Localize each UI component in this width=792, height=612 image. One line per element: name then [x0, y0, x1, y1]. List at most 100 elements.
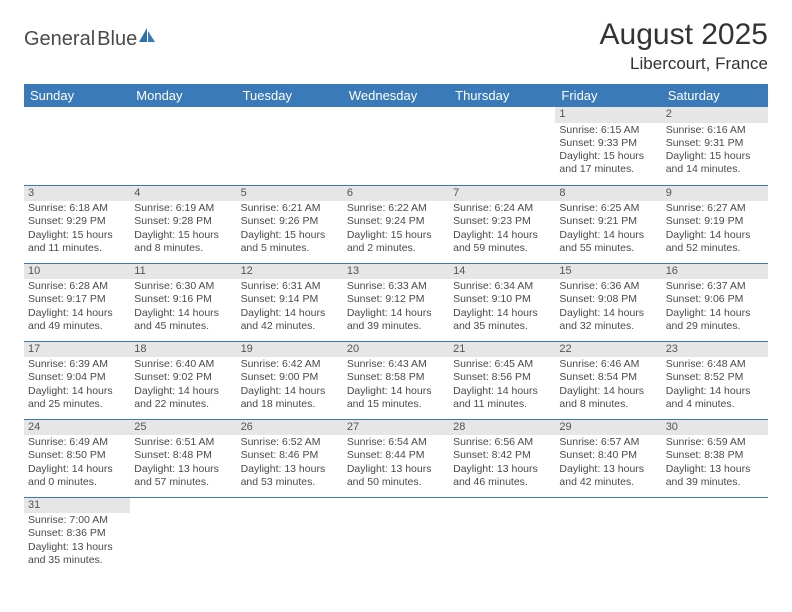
day-details: Sunrise: 7:00 AMSunset: 8:36 PMDaylight:… — [24, 514, 130, 569]
sunset-text: Sunset: 8:48 PM — [134, 449, 232, 462]
calendar-day-cell: 29Sunrise: 6:57 AMSunset: 8:40 PMDayligh… — [555, 419, 661, 497]
sunset-text: Sunset: 9:28 PM — [134, 215, 232, 228]
sunset-text: Sunset: 9:31 PM — [666, 137, 764, 150]
sunset-text: Sunset: 9:06 PM — [666, 293, 764, 306]
calendar-day-cell — [343, 107, 449, 185]
weekday-header: Tuesday — [237, 84, 343, 107]
day-details: Sunrise: 6:52 AMSunset: 8:46 PMDaylight:… — [237, 436, 343, 491]
daylight-text: Daylight: 14 hours and 52 minutes. — [666, 229, 764, 255]
sunset-text: Sunset: 9:14 PM — [241, 293, 339, 306]
daylight-text: Daylight: 15 hours and 8 minutes. — [134, 229, 232, 255]
daylight-text: Daylight: 14 hours and 29 minutes. — [666, 307, 764, 333]
sunset-text: Sunset: 9:08 PM — [559, 293, 657, 306]
daylight-text: Daylight: 14 hours and 55 minutes. — [559, 229, 657, 255]
day-details: Sunrise: 6:57 AMSunset: 8:40 PMDaylight:… — [555, 436, 661, 491]
day-number: 8 — [555, 186, 661, 202]
brand-logo: GeneralBlue — [24, 18, 157, 51]
day-details: Sunrise: 6:34 AMSunset: 9:10 PMDaylight:… — [449, 280, 555, 335]
calendar-day-cell — [343, 497, 449, 575]
daylight-text: Daylight: 14 hours and 15 minutes. — [347, 385, 445, 411]
daylight-text: Daylight: 15 hours and 2 minutes. — [347, 229, 445, 255]
calendar-day-cell: 28Sunrise: 6:56 AMSunset: 8:42 PMDayligh… — [449, 419, 555, 497]
daylight-text: Daylight: 13 hours and 46 minutes. — [453, 463, 551, 489]
calendar-day-cell — [662, 497, 768, 575]
sunset-text: Sunset: 9:12 PM — [347, 293, 445, 306]
daylight-text: Daylight: 14 hours and 35 minutes. — [453, 307, 551, 333]
sunset-text: Sunset: 8:36 PM — [28, 527, 126, 540]
calendar-week-row: 24Sunrise: 6:49 AMSunset: 8:50 PMDayligh… — [24, 419, 768, 497]
calendar-week-row: 3Sunrise: 6:18 AMSunset: 9:29 PMDaylight… — [24, 185, 768, 263]
calendar-day-cell: 19Sunrise: 6:42 AMSunset: 9:00 PMDayligh… — [237, 341, 343, 419]
sunrise-text: Sunrise: 6:21 AM — [241, 202, 339, 215]
day-details: Sunrise: 6:30 AMSunset: 9:16 PMDaylight:… — [130, 280, 236, 335]
sunset-text: Sunset: 9:10 PM — [453, 293, 551, 306]
weekday-header: Saturday — [662, 84, 768, 107]
day-details: Sunrise: 6:16 AMSunset: 9:31 PMDaylight:… — [662, 124, 768, 179]
calendar-day-cell: 2Sunrise: 6:16 AMSunset: 9:31 PMDaylight… — [662, 107, 768, 185]
sunrise-text: Sunrise: 6:31 AM — [241, 280, 339, 293]
calendar-day-cell: 22Sunrise: 6:46 AMSunset: 8:54 PMDayligh… — [555, 341, 661, 419]
sunset-text: Sunset: 8:50 PM — [28, 449, 126, 462]
calendar-day-cell: 5Sunrise: 6:21 AMSunset: 9:26 PMDaylight… — [237, 185, 343, 263]
calendar-week-row: 10Sunrise: 6:28 AMSunset: 9:17 PMDayligh… — [24, 263, 768, 341]
calendar-day-cell: 26Sunrise: 6:52 AMSunset: 8:46 PMDayligh… — [237, 419, 343, 497]
sunrise-text: Sunrise: 6:54 AM — [347, 436, 445, 449]
calendar-day-cell: 4Sunrise: 6:19 AMSunset: 9:28 PMDaylight… — [130, 185, 236, 263]
day-number: 13 — [343, 264, 449, 280]
daylight-text: Daylight: 15 hours and 17 minutes. — [559, 150, 657, 176]
day-number: 21 — [449, 342, 555, 358]
day-details: Sunrise: 6:21 AMSunset: 9:26 PMDaylight:… — [237, 202, 343, 257]
month-title: August 2025 — [600, 18, 768, 52]
daylight-text: Daylight: 13 hours and 50 minutes. — [347, 463, 445, 489]
calendar-day-cell: 30Sunrise: 6:59 AMSunset: 8:38 PMDayligh… — [662, 419, 768, 497]
sunrise-text: Sunrise: 6:33 AM — [347, 280, 445, 293]
day-number: 6 — [343, 186, 449, 202]
sunset-text: Sunset: 9:19 PM — [666, 215, 764, 228]
calendar-day-cell: 15Sunrise: 6:36 AMSunset: 9:08 PMDayligh… — [555, 263, 661, 341]
sunrise-text: Sunrise: 6:22 AM — [347, 202, 445, 215]
calendar-week-row: 31Sunrise: 7:00 AMSunset: 8:36 PMDayligh… — [24, 497, 768, 575]
sunrise-text: Sunrise: 6:28 AM — [28, 280, 126, 293]
calendar-week-row: 17Sunrise: 6:39 AMSunset: 9:04 PMDayligh… — [24, 341, 768, 419]
day-details: Sunrise: 6:51 AMSunset: 8:48 PMDaylight:… — [130, 436, 236, 491]
sunset-text: Sunset: 9:02 PM — [134, 371, 232, 384]
weekday-header: Friday — [555, 84, 661, 107]
logo-text-blue: Blue — [97, 28, 137, 51]
day-number: 31 — [24, 498, 130, 514]
calendar-day-cell — [24, 107, 130, 185]
daylight-text: Daylight: 14 hours and 25 minutes. — [28, 385, 126, 411]
day-number: 25 — [130, 420, 236, 436]
day-details: Sunrise: 6:33 AMSunset: 9:12 PMDaylight:… — [343, 280, 449, 335]
day-number: 10 — [24, 264, 130, 280]
calendar-day-cell: 16Sunrise: 6:37 AMSunset: 9:06 PMDayligh… — [662, 263, 768, 341]
calendar-day-cell — [449, 497, 555, 575]
day-number: 27 — [343, 420, 449, 436]
day-number: 5 — [237, 186, 343, 202]
sunrise-text: Sunrise: 6:30 AM — [134, 280, 232, 293]
calendar-day-cell: 23Sunrise: 6:48 AMSunset: 8:52 PMDayligh… — [662, 341, 768, 419]
daylight-text: Daylight: 14 hours and 11 minutes. — [453, 385, 551, 411]
day-number: 9 — [662, 186, 768, 202]
logo-text-general: General — [24, 28, 95, 51]
daylight-text: Daylight: 15 hours and 14 minutes. — [666, 150, 764, 176]
sunset-text: Sunset: 9:23 PM — [453, 215, 551, 228]
calendar-table: Sunday Monday Tuesday Wednesday Thursday… — [24, 84, 768, 575]
day-details: Sunrise: 6:43 AMSunset: 8:58 PMDaylight:… — [343, 358, 449, 413]
sunrise-text: Sunrise: 6:56 AM — [453, 436, 551, 449]
daylight-text: Daylight: 13 hours and 39 minutes. — [666, 463, 764, 489]
calendar-day-cell: 13Sunrise: 6:33 AMSunset: 9:12 PMDayligh… — [343, 263, 449, 341]
sunset-text: Sunset: 8:44 PM — [347, 449, 445, 462]
day-details: Sunrise: 6:39 AMSunset: 9:04 PMDaylight:… — [24, 358, 130, 413]
sunrise-text: Sunrise: 6:39 AM — [28, 358, 126, 371]
sunset-text: Sunset: 9:33 PM — [559, 137, 657, 150]
calendar-day-cell: 10Sunrise: 6:28 AMSunset: 9:17 PMDayligh… — [24, 263, 130, 341]
daylight-text: Daylight: 14 hours and 59 minutes. — [453, 229, 551, 255]
daylight-text: Daylight: 14 hours and 32 minutes. — [559, 307, 657, 333]
day-details: Sunrise: 6:40 AMSunset: 9:02 PMDaylight:… — [130, 358, 236, 413]
sunset-text: Sunset: 8:46 PM — [241, 449, 339, 462]
daylight-text: Daylight: 14 hours and 0 minutes. — [28, 463, 126, 489]
calendar-day-cell: 12Sunrise: 6:31 AMSunset: 9:14 PMDayligh… — [237, 263, 343, 341]
calendar-day-cell: 7Sunrise: 6:24 AMSunset: 9:23 PMDaylight… — [449, 185, 555, 263]
sunset-text: Sunset: 8:52 PM — [666, 371, 764, 384]
day-details: Sunrise: 6:42 AMSunset: 9:00 PMDaylight:… — [237, 358, 343, 413]
